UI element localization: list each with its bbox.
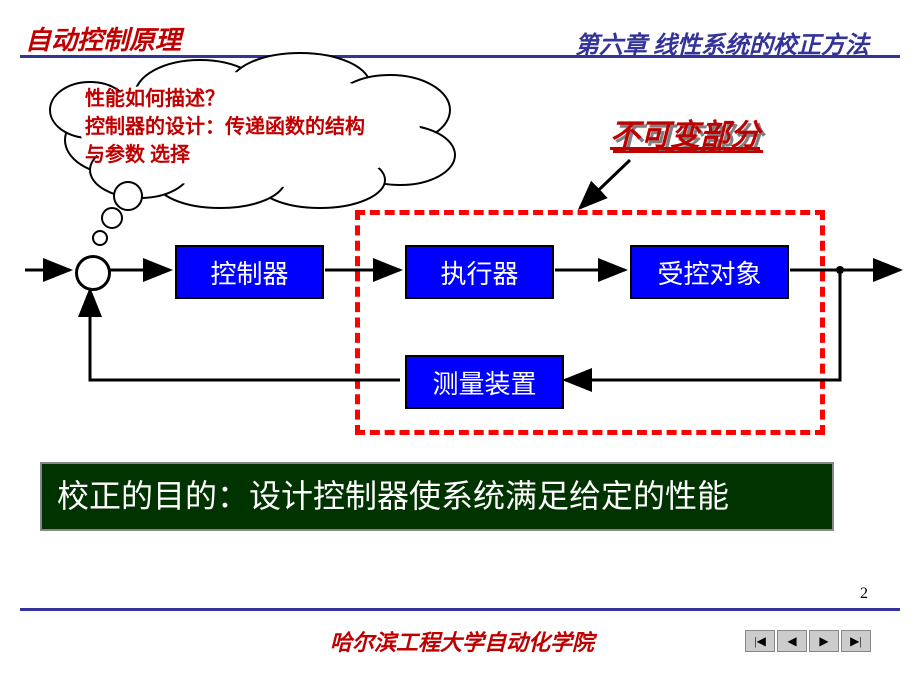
cloud-line-1: 性能如何描述？ <box>85 85 365 113</box>
controller-block: 控制器 <box>175 245 324 299</box>
cloud-line-2: 控制器的设计：传递函数的结构 <box>85 113 365 141</box>
plant-block: 受控对象 <box>630 245 789 299</box>
cloud-line-3: 与参数 选择 <box>85 141 365 169</box>
footer-institution: 哈尔滨工程大学自动化学院 <box>330 625 594 657</box>
actuator-block: 执行器 <box>405 245 554 299</box>
nav-next-button[interactable]: ▶ <box>809 630 839 652</box>
cloud-text: 性能如何描述？ 控制器的设计：传递函数的结构 与参数 选择 <box>85 85 365 169</box>
footer-divider <box>20 608 900 611</box>
sensor-block: 测量装置 <box>405 355 564 409</box>
header-divider <box>20 55 900 58</box>
nav-first-button[interactable]: |◀ <box>745 630 775 652</box>
conclusion-box: 校正的目的：设计控制器使系统满足给定的性能 <box>40 462 834 531</box>
nav-controls: |◀ ◀ ▶ ▶| <box>745 630 871 652</box>
nav-prev-button[interactable]: ◀ <box>777 630 807 652</box>
nav-last-button[interactable]: ▶| <box>841 630 871 652</box>
header-title-left: 自动控制原理 <box>25 20 181 57</box>
immutable-label: 不可变部分 <box>610 110 760 154</box>
summing-junction <box>75 255 111 291</box>
page-number: 2 <box>860 585 868 603</box>
